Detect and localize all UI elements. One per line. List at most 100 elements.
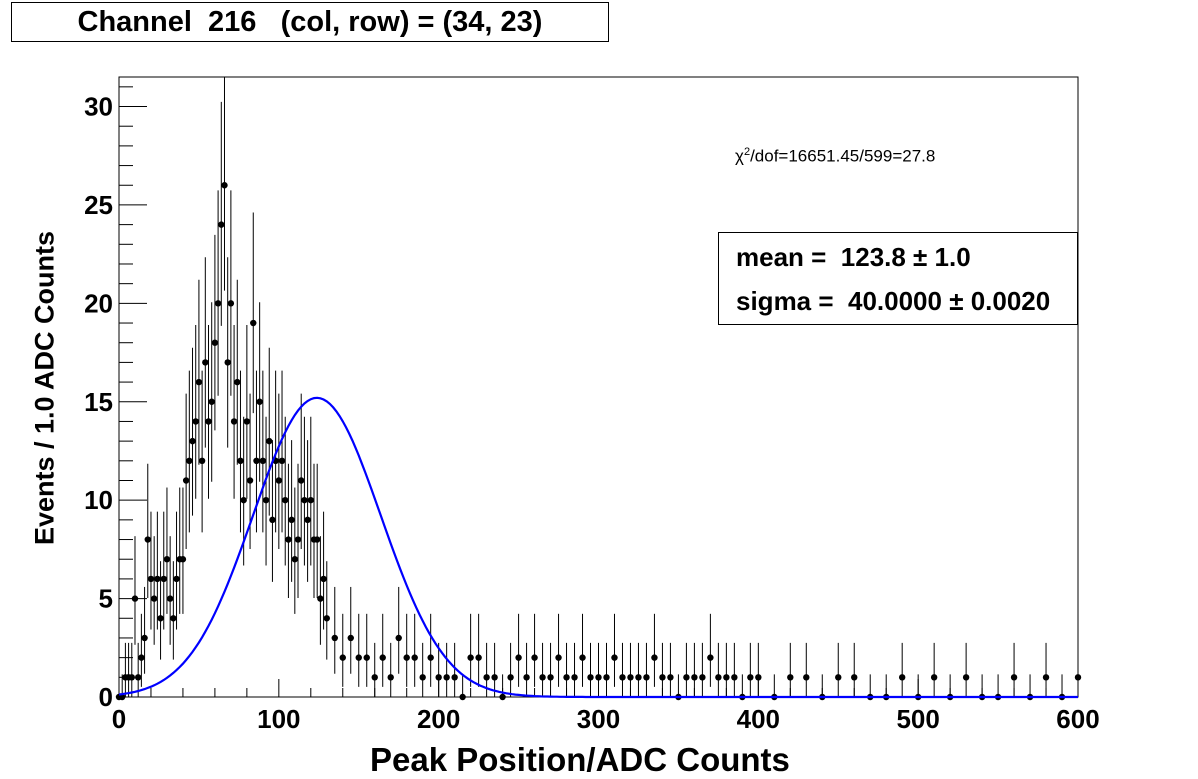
tick-labels: 0 100 200 300 400 500 600 0 5 10 15 20 25 30	[84, 92, 1100, 734]
y-tick-label: 0	[99, 682, 113, 712]
data-point	[547, 674, 554, 681]
data-point	[147, 575, 155, 583]
data-point	[355, 654, 362, 661]
y-tick-label: 20	[84, 288, 113, 318]
data-point	[475, 654, 482, 661]
data-point	[304, 516, 311, 524]
data-point	[154, 575, 161, 583]
fit-curve	[118, 396, 1078, 699]
data-point	[163, 556, 171, 563]
data-point	[218, 221, 225, 228]
data-point	[307, 496, 314, 504]
data-point	[198, 457, 206, 465]
data-point	[166, 595, 174, 602]
data-point	[699, 674, 706, 681]
chi2-label: χ2/dof=16651.45/599=27.8	[735, 146, 935, 167]
error-bars	[118, 77, 1079, 697]
data-point	[371, 674, 378, 681]
data-point	[131, 595, 139, 602]
data-point	[262, 496, 270, 504]
data-point	[507, 674, 514, 681]
data-point	[288, 516, 295, 524]
data-point	[707, 654, 714, 661]
data-point	[205, 418, 212, 425]
data-point	[1074, 674, 1082, 681]
data-point	[138, 654, 145, 661]
data-point	[202, 359, 209, 366]
data-point	[144, 536, 151, 543]
data-point	[571, 674, 578, 681]
data-point	[275, 477, 283, 484]
data-point	[323, 615, 330, 622]
chi-symbol: χ	[735, 146, 744, 166]
data-point	[667, 674, 674, 681]
y-tick-label: 10	[84, 485, 113, 515]
x-tick-label: 300	[577, 704, 620, 734]
data-point	[483, 674, 490, 681]
fit-stats-box: mean = 123.8 ± 1.0 sigma = 40.0000 ± 0.0…	[718, 232, 1078, 325]
data-point	[173, 575, 180, 583]
data-point	[195, 378, 203, 386]
chi-superscript: 2	[743, 146, 751, 158]
data-point	[419, 674, 426, 681]
data-point	[930, 674, 938, 681]
mean-stat: mean = 123.8 ± 1.0	[736, 242, 971, 272]
data-point	[234, 378, 241, 386]
data-point	[253, 457, 260, 465]
data-point	[619, 674, 626, 681]
data-point	[256, 398, 263, 405]
data-point	[691, 674, 698, 681]
data-point	[515, 654, 522, 661]
data-point	[347, 634, 354, 642]
data-point	[294, 536, 302, 543]
data-point	[285, 536, 292, 543]
y-tick-label: 15	[84, 387, 113, 417]
data-point	[320, 575, 327, 583]
data-point	[224, 359, 231, 366]
data-point	[237, 457, 244, 465]
data-point	[259, 457, 267, 465]
gaussian-fit-line	[118, 396, 1078, 699]
x-tick-label: 200	[417, 704, 460, 734]
data-point	[230, 418, 238, 425]
data-point	[379, 654, 386, 661]
data-point	[659, 674, 666, 681]
data-point	[141, 634, 148, 642]
data-point	[715, 674, 722, 681]
x-tick-label: 500	[896, 704, 939, 734]
data-point	[635, 674, 642, 681]
data-point	[643, 674, 650, 681]
chart-title: Channel 216 (col, row) = (34, 23)	[11, 2, 609, 42]
data-point	[128, 674, 135, 681]
data-point	[651, 654, 658, 661]
data-point	[835, 674, 842, 681]
data-point	[755, 674, 762, 681]
data-point	[443, 674, 450, 681]
data-point	[627, 674, 634, 681]
data-point	[192, 418, 199, 425]
data-point	[250, 319, 257, 327]
data-point	[298, 477, 305, 484]
data-point	[491, 674, 498, 681]
data-point	[339, 654, 346, 661]
data-point	[555, 654, 562, 661]
data-point	[134, 674, 142, 681]
data-point	[331, 634, 338, 642]
data-point	[214, 300, 222, 307]
data-point	[803, 674, 810, 681]
data-point	[266, 437, 273, 445]
data-point	[459, 693, 466, 701]
data-point	[499, 693, 506, 701]
data-point	[451, 674, 458, 681]
data-points	[115, 182, 1082, 701]
data-point	[395, 634, 402, 642]
data-point	[301, 496, 308, 504]
data-point	[603, 674, 610, 681]
y-axis-label: Events / 1.0 ADC Counts	[29, 230, 60, 546]
data-point	[282, 496, 289, 504]
data-point	[962, 674, 970, 681]
data-point	[611, 654, 618, 661]
data-point	[427, 654, 434, 661]
data-point	[1042, 674, 1050, 681]
data-point	[313, 536, 321, 543]
